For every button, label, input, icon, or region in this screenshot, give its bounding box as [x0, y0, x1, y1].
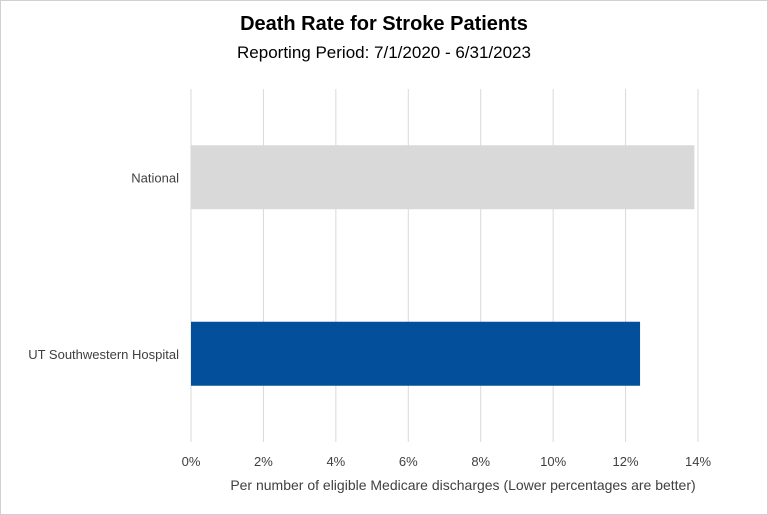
x-tick-label: 10%: [540, 454, 566, 469]
category-label: National: [131, 170, 179, 185]
bar-ut-southwestern-hospital: [191, 321, 641, 386]
gridlines: [190, 89, 699, 442]
x-tick-label: 4%: [326, 454, 345, 469]
x-tick-label: 2%: [254, 454, 273, 469]
x-tick-labels: 0% 2% 4% 6% 8% 10% 12% 14%: [182, 454, 712, 469]
x-tick-label: 14%: [685, 454, 711, 469]
bars: [191, 145, 695, 386]
bar-national: [191, 145, 695, 210]
chart-subtitle: Reporting Period: 7/1/2020 - 6/31/2023: [237, 43, 531, 62]
x-tick-label: 12%: [613, 454, 639, 469]
x-axis-title: Per number of eligible Medicare discharg…: [230, 477, 695, 493]
category-labels: National UT Southwestern Hospital: [28, 170, 179, 362]
category-label: UT Southwestern Hospital: [28, 347, 179, 362]
x-tick-label: 0%: [182, 454, 201, 469]
chart-title: Death Rate for Stroke Patients: [240, 13, 528, 35]
x-tick-label: 6%: [399, 454, 418, 469]
x-tick-label: 8%: [471, 454, 490, 469]
